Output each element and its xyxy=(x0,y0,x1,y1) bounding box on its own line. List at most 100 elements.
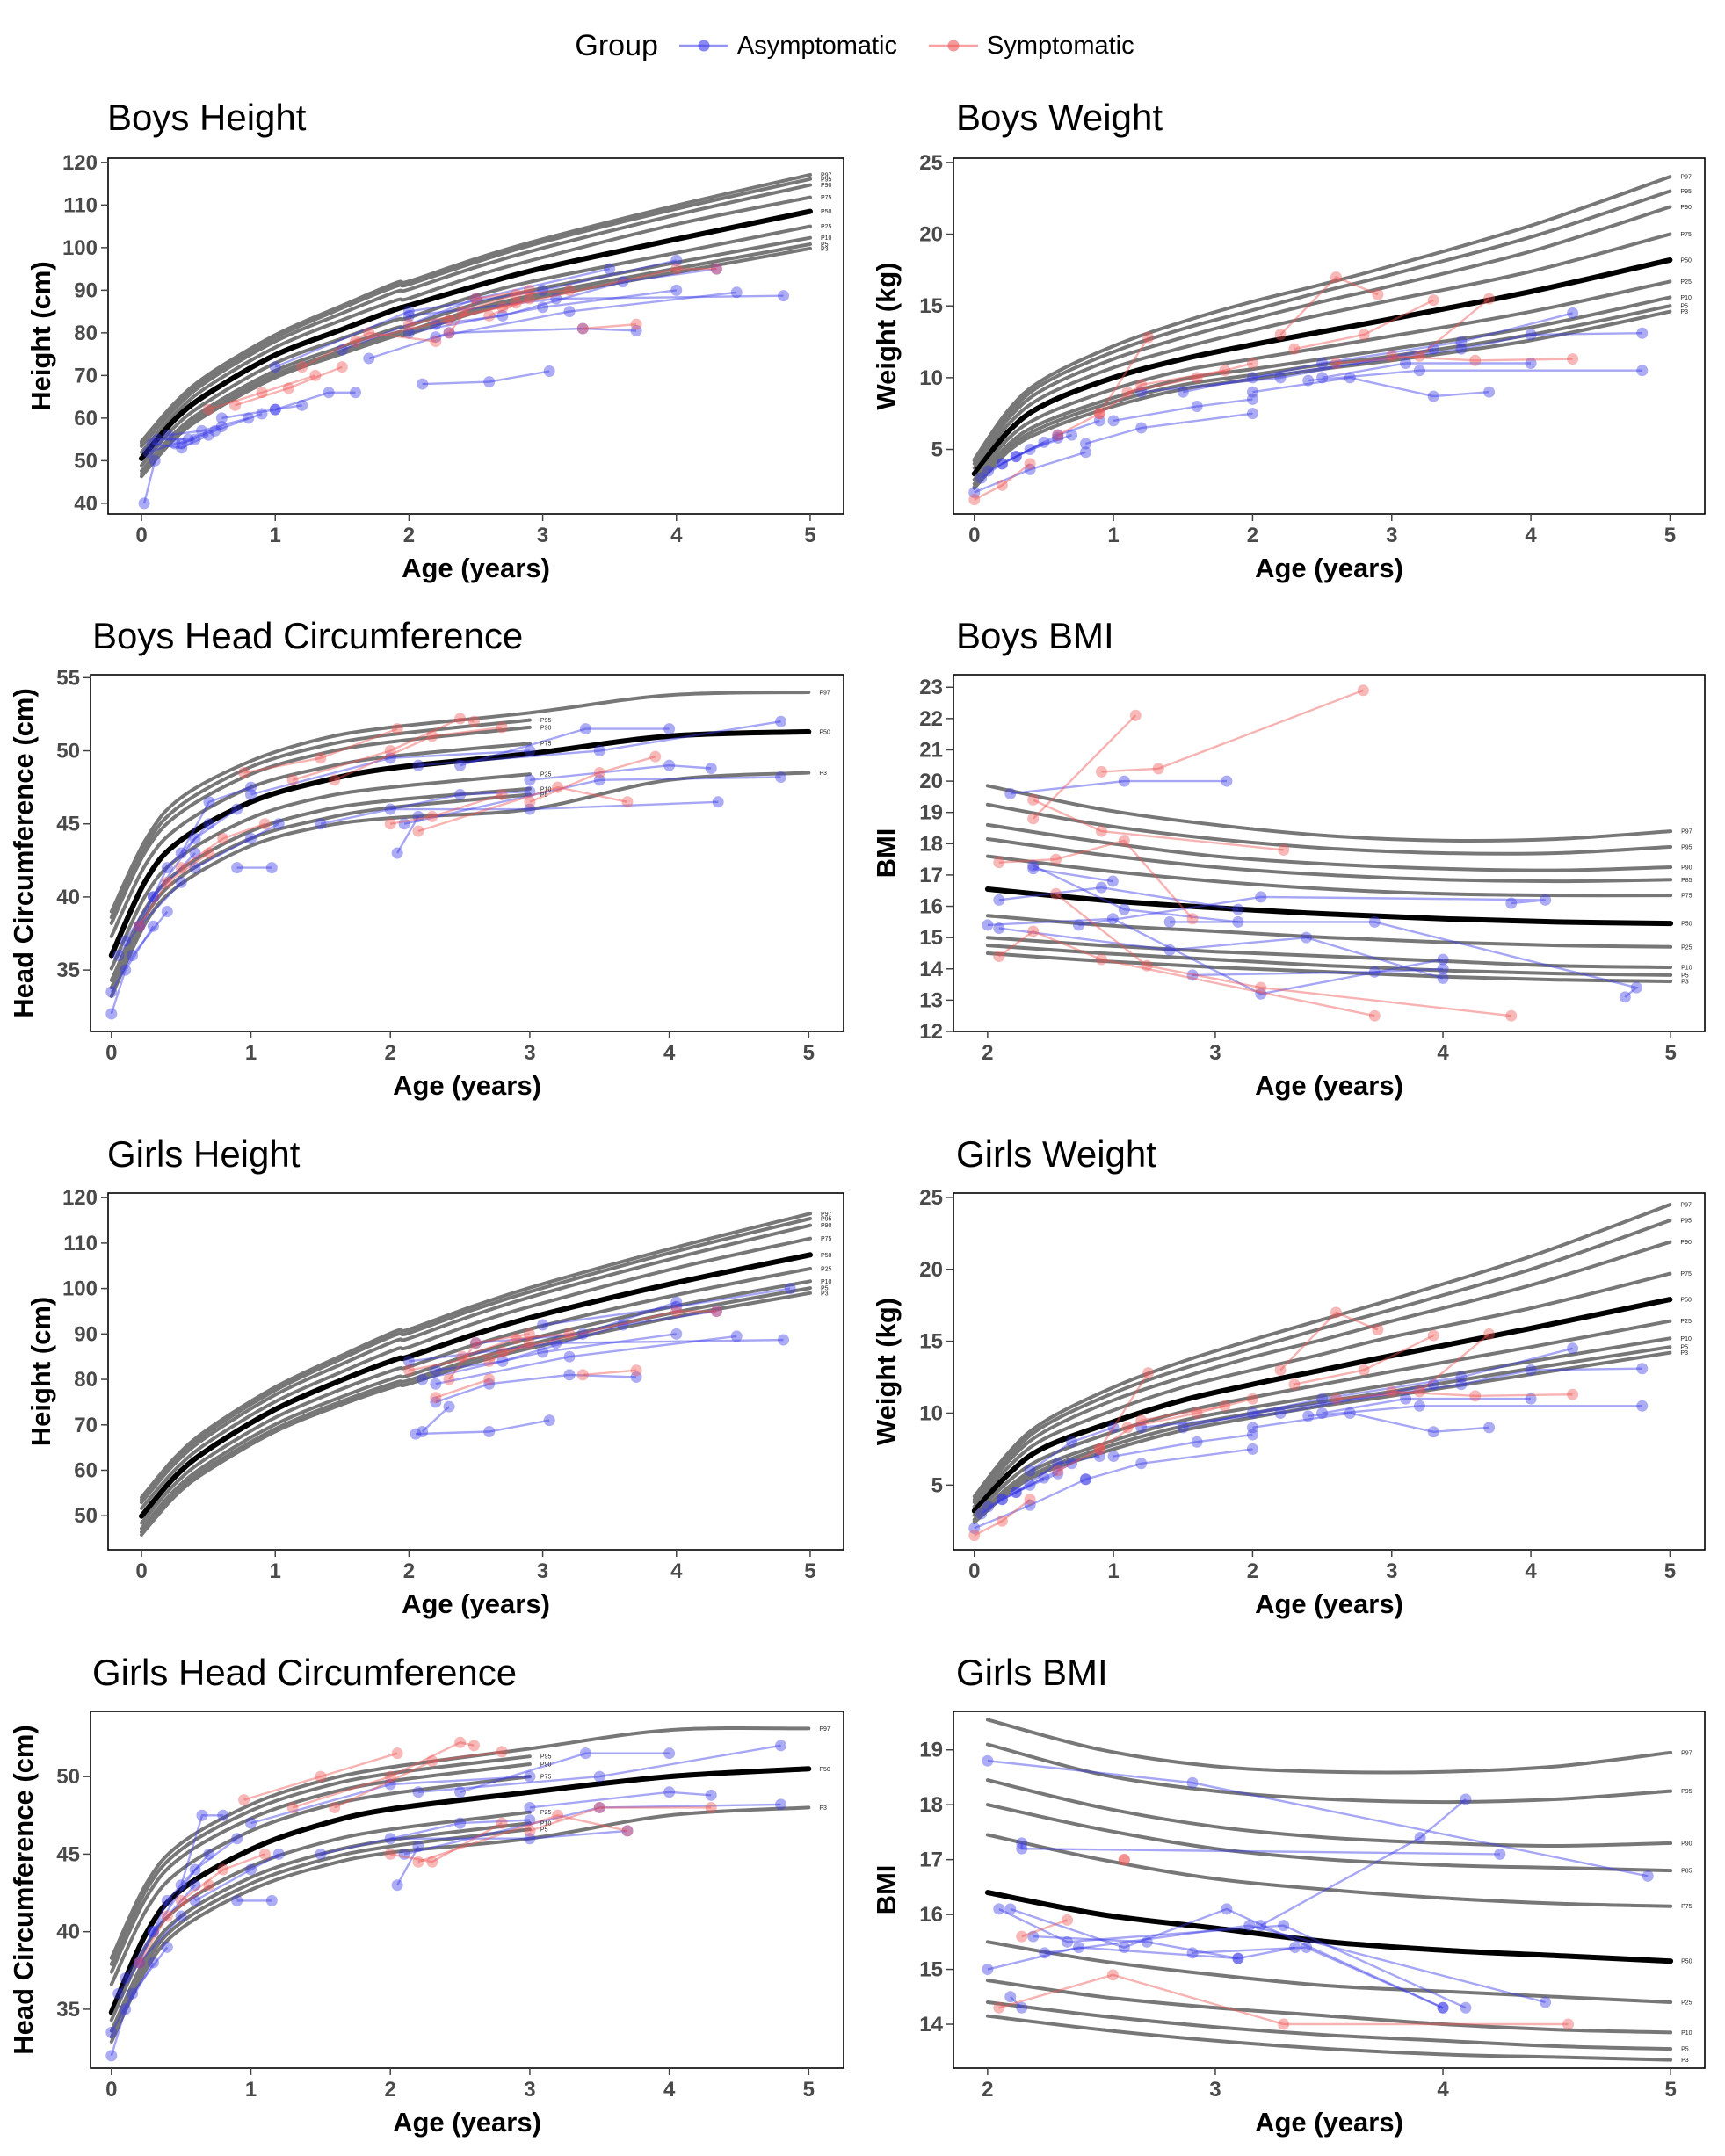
point-symptomatic xyxy=(467,1740,480,1752)
point-symptomatic xyxy=(1386,1385,1398,1398)
point-symptomatic xyxy=(1330,358,1342,370)
trajectory-asymptomatic xyxy=(1141,1383,1434,1429)
point-asymptomatic xyxy=(1004,787,1017,799)
legend: Group Asymptomatic Symptomatic xyxy=(0,19,1725,72)
trajectory-symptomatic xyxy=(1127,1397,1253,1429)
trajectory-asymptomatic xyxy=(368,327,637,360)
point-asymptomatic xyxy=(175,1910,187,1922)
trajectory-asymptomatic xyxy=(221,404,302,420)
trajectory-asymptomatic xyxy=(981,441,1045,480)
point-asymptomatic xyxy=(169,438,181,450)
point-symptomatic xyxy=(1135,1414,1148,1427)
point-asymptomatic xyxy=(670,284,683,296)
point-symptomatic xyxy=(563,284,576,296)
percentile-label-p5: P5 xyxy=(1681,973,1689,979)
point-asymptomatic xyxy=(663,1747,676,1760)
trajectory-asymptomatic xyxy=(998,927,1444,980)
trajectory-symptomatic xyxy=(583,1369,637,1377)
point-asymptomatic xyxy=(391,847,403,859)
trajectory-asymptomatic xyxy=(435,1373,637,1404)
point-asymptomatic xyxy=(134,1957,146,1969)
x-tick-label: 4 xyxy=(1437,1041,1449,1065)
y-axis-label: BMI xyxy=(871,828,902,879)
trajectory-symptomatic xyxy=(1127,362,1253,394)
percentile-line-p50 xyxy=(139,208,813,461)
trajectory-asymptomatic xyxy=(396,1846,420,1886)
point-asymptomatic xyxy=(663,759,676,771)
x-tick-label: 2 xyxy=(403,524,415,547)
point-asymptomatic xyxy=(384,1833,396,1845)
point-asymptomatic xyxy=(621,1825,634,1837)
y-tick-label: 21 xyxy=(919,738,943,762)
percentile-label-p10: P10 xyxy=(1681,2030,1692,2037)
point-symptomatic xyxy=(161,876,173,888)
trajectory-symptomatic xyxy=(180,822,265,869)
percentile-line-p5 xyxy=(140,1286,812,1534)
point-asymptomatic xyxy=(1093,1451,1105,1463)
point-asymptomatic xyxy=(996,458,1008,470)
point-asymptomatic xyxy=(215,412,228,424)
point-symptomatic xyxy=(1093,1443,1105,1455)
percentile-line-p97 xyxy=(972,1203,1672,1499)
percentile-line-p3 xyxy=(109,1805,811,2044)
point-symptomatic xyxy=(1288,1378,1301,1391)
point-asymptomatic xyxy=(1052,429,1064,441)
point-asymptomatic xyxy=(315,1848,327,1860)
y-tick-label: 20 xyxy=(919,223,943,247)
point-symptomatic xyxy=(523,284,535,296)
point-symptomatic xyxy=(1141,959,1153,972)
point-asymptomatic xyxy=(1246,393,1258,405)
point-asymptomatic xyxy=(1525,329,1537,341)
point-asymptomatic xyxy=(149,454,161,467)
point-asymptomatic xyxy=(775,771,787,783)
point-asymptomatic xyxy=(1636,365,1649,377)
percentile-line-p97 xyxy=(985,1718,1673,1775)
point-asymptomatic xyxy=(1106,913,1119,925)
trajectory-symptomatic xyxy=(243,1752,398,1801)
percentile-label-p75: P75 xyxy=(540,1775,552,1781)
point-asymptomatic xyxy=(543,1414,555,1427)
y-tick-label: 90 xyxy=(74,279,98,302)
point-asymptomatic xyxy=(1243,1920,1256,1932)
point-asymptomatic xyxy=(105,986,118,998)
y-tick-label: 5 xyxy=(931,1473,943,1497)
percentile-label-p95: P95 xyxy=(821,177,832,183)
point-symptomatic xyxy=(258,818,271,830)
point-symptomatic xyxy=(1278,843,1290,856)
point-asymptomatic xyxy=(470,1337,482,1349)
trajectory-asymptomatic xyxy=(409,289,677,335)
point-asymptomatic xyxy=(147,1926,159,1938)
point-asymptomatic xyxy=(1186,969,1199,981)
point-asymptomatic xyxy=(398,1848,410,1860)
y-tick-label: 60 xyxy=(74,407,98,430)
point-symptomatic xyxy=(1368,1009,1381,1022)
trajectory-symptomatic xyxy=(1279,276,1379,336)
point-symptomatic xyxy=(384,745,396,757)
percentile-label-p5: P5 xyxy=(821,1286,829,1292)
point-symptomatic xyxy=(670,1305,683,1317)
percentile-label-p5: P5 xyxy=(1680,1345,1688,1351)
percentile-line-p5 xyxy=(985,2000,1673,2051)
point-symptomatic xyxy=(1118,835,1130,847)
point-asymptomatic xyxy=(1095,881,1107,894)
percentile-line-p90 xyxy=(972,205,1672,466)
point-symptomatic xyxy=(1186,913,1199,925)
point-asymptomatic xyxy=(336,344,348,356)
point-asymptomatic xyxy=(269,361,281,373)
trajectory-asymptomatic xyxy=(341,267,610,351)
percentile-label-p97: P97 xyxy=(1680,1203,1692,1209)
point-symptomatic xyxy=(630,1364,642,1377)
point-symptomatic xyxy=(523,293,535,305)
trajectory-asymptomatic xyxy=(435,267,717,326)
x-tick-label: 1 xyxy=(1107,524,1119,547)
point-asymptomatic xyxy=(1455,336,1468,348)
point-symptomatic xyxy=(430,336,442,348)
trajectory-asymptomatic xyxy=(320,1819,530,1856)
trajectory-asymptomatic xyxy=(529,763,712,781)
point-symptomatic xyxy=(456,306,468,318)
y-tick-label: 23 xyxy=(919,676,943,699)
point-asymptomatic xyxy=(412,810,424,822)
y-tick-label: 50 xyxy=(74,449,98,473)
point-symptomatic xyxy=(563,1328,576,1340)
